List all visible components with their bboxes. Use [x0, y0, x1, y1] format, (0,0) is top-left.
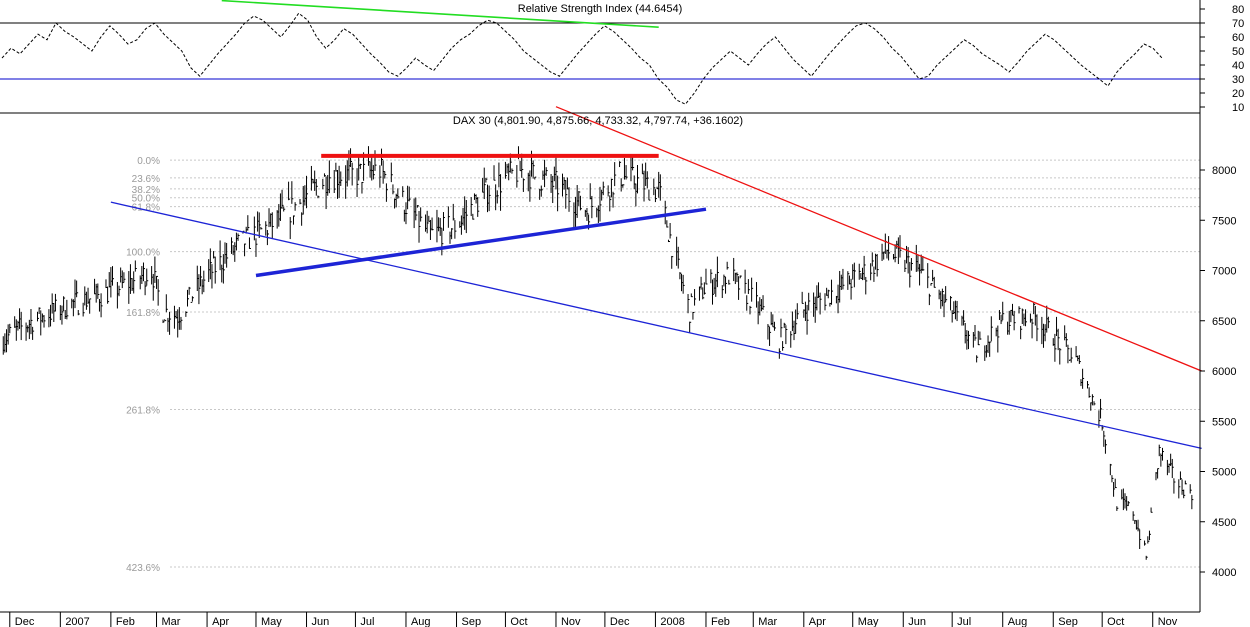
price-trendline-3 [255, 207, 707, 278]
rsi-y-tick-label: 40 [1232, 60, 1244, 72]
x-tick-label: Jun [312, 616, 330, 627]
price-y-tick-label: 4000 [1212, 567, 1236, 579]
x-tick-label: Apr [809, 616, 826, 627]
price-panel: 0.0% 23.6%38.2%50.0%61.8% 100.0% 161.8% 261.… [2, 106, 1236, 579]
price-trendline-2 [110, 201, 1202, 450]
x-tick-label: Dec [15, 616, 35, 627]
x-tick-label: Jul [957, 616, 971, 627]
rsi-title: Relative Strength Index (44.6454) [518, 3, 683, 15]
x-tick-label: Nov [1158, 616, 1178, 627]
x-tick-label: Aug [411, 616, 431, 627]
x-tick-label: Mar [758, 616, 777, 627]
price-trendlines [110, 106, 1202, 450]
x-tick-label: 2007 [65, 616, 89, 627]
x-tick-label: Oct [510, 616, 527, 627]
price-y-tick-label: 6500 [1212, 316, 1236, 328]
fib-label: 50.0% [132, 194, 160, 205]
price-y-tick-label: 7000 [1212, 266, 1236, 278]
fib-label: 0.0% [137, 156, 160, 167]
fib-label: 38.2% [132, 185, 160, 196]
fib-label: 23.6% [132, 174, 160, 185]
x-tick-label: Feb [711, 616, 730, 627]
fibonacci-levels: 0.0% 23.6%38.2%50.0%61.8% 100.0% 161.8% 261.… [126, 156, 1200, 574]
fib-label: 423.6% [126, 563, 160, 574]
x-axis: Dec 2007 Feb Mar Apr May Jun Jul Aug Sep Oct Nov Dec… [9, 612, 1178, 627]
rsi-y-tick-label: 50 [1232, 46, 1244, 58]
rsi-y-tick-label: 60 [1232, 32, 1244, 44]
price-y-tick-label: 7500 [1212, 215, 1236, 227]
price-y-tick-label: 8000 [1212, 165, 1236, 177]
x-tick-label: 2008 [660, 616, 684, 627]
rsi-y-tick-label: 20 [1232, 88, 1244, 100]
x-tick-label: Jul [360, 616, 374, 627]
price-y-axis: 4000 4500 5000 5500 6000 6500 7000 7500 8000 [1200, 165, 1236, 579]
x-tick-label: Sep [1058, 616, 1078, 627]
price-y-tick-label: 5000 [1212, 467, 1236, 479]
fib-label: 161.8% [126, 308, 160, 319]
x-tick-label: Oct [1107, 616, 1124, 627]
price-title: DAX 30 (4,801.90, 4,875.66, 4,733.32, 4,… [453, 115, 743, 127]
x-tick-label: Jun [908, 616, 926, 627]
price-y-tick-label: 6000 [1212, 366, 1236, 378]
fib-label: 61.8% [132, 203, 160, 214]
rsi-y-tick-label: 30 [1232, 74, 1244, 86]
fib-label: 261.8% [126, 405, 160, 416]
x-tick-label: Feb [116, 616, 135, 627]
rsi-trendline-0 [221, 0, 659, 28]
rsi-y-tick-label: 10 [1232, 102, 1244, 114]
x-tick-label: Mar [162, 616, 181, 627]
price-y-tick-label: 4500 [1212, 517, 1236, 529]
rsi-reference-lines [0, 22, 1200, 80]
rsi-trendlines [221, 0, 659, 28]
x-tick-label: Dec [610, 616, 630, 627]
chart-frame [0, 0, 1201, 613]
price-y-tick-label: 5500 [1212, 416, 1236, 428]
price-bars [2, 146, 1194, 560]
rsi-y-tick-label: 80 [1232, 4, 1244, 16]
rsi-y-tick-label: 70 [1232, 18, 1244, 30]
rsi-y-axis: 10 20 30 40 50 60 70 80 [1200, 4, 1244, 114]
x-tick-label: Sep [462, 616, 482, 627]
rsi-series-line [1, 12, 1163, 105]
x-tick-label: Aug [1008, 616, 1028, 627]
fib-label: 100.0% [126, 248, 160, 259]
x-tick-label: May [858, 616, 879, 627]
x-tick-label: Apr [212, 616, 229, 627]
x-tick-label: Nov [561, 616, 581, 627]
price-trendline-1 [555, 106, 1202, 372]
x-tick-label: May [261, 616, 282, 627]
rsi-panel: Relative Strength Index (44.6454) 10 20 30… [0, 0, 1244, 114]
